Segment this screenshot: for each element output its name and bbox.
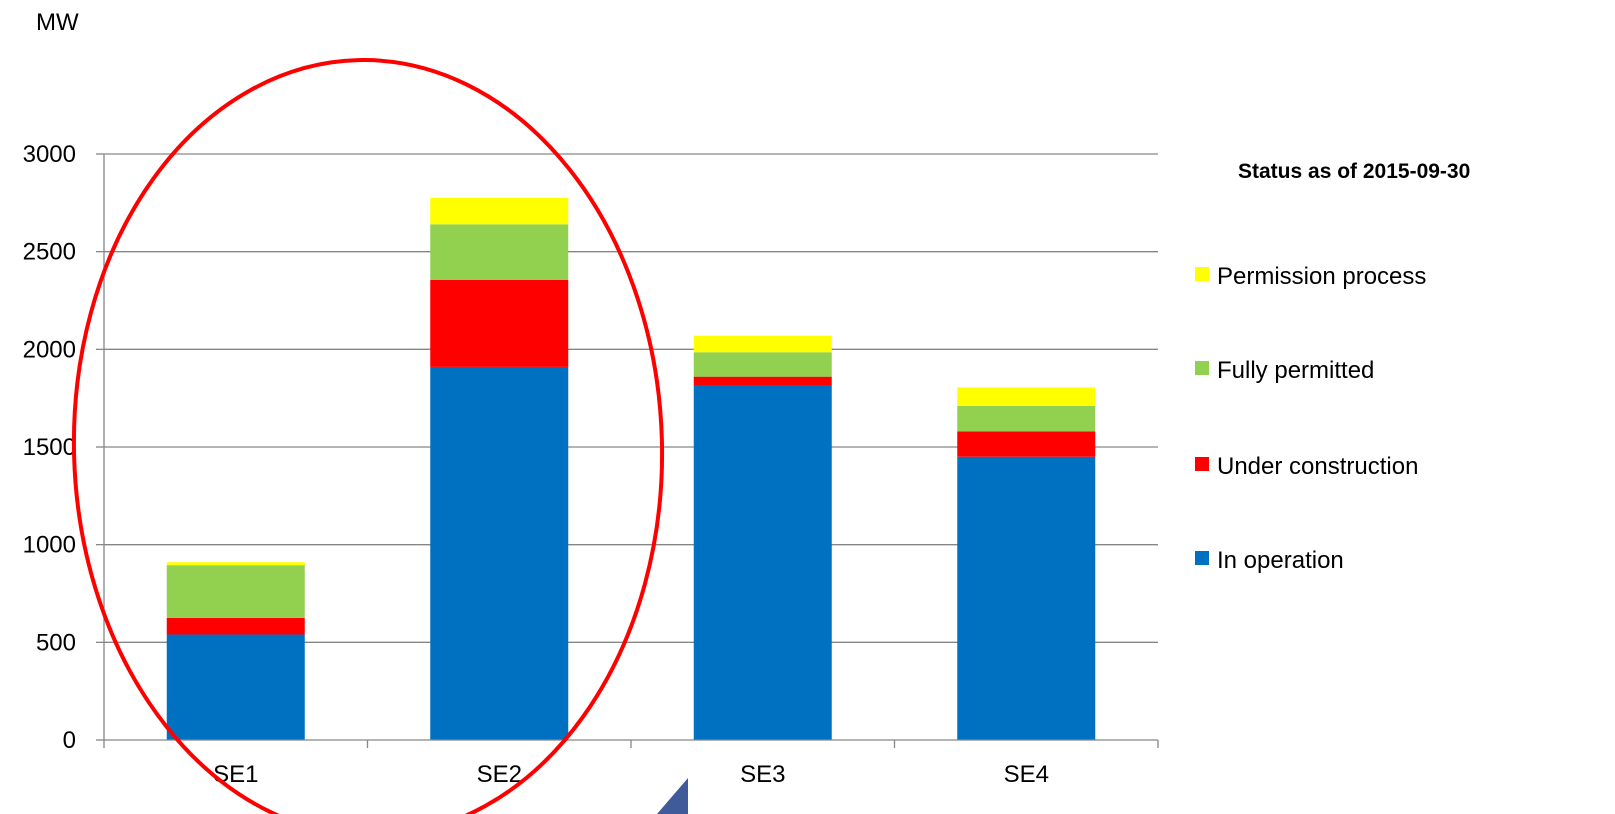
legend-label: Permission process <box>1217 263 1426 290</box>
axes <box>96 153 1159 748</box>
y-tick-label: 500 <box>36 629 76 656</box>
legend-swatch <box>1195 361 1209 375</box>
y-tick-label: 1000 <box>23 532 76 559</box>
bar-se4-permission-process <box>957 387 1096 406</box>
bar-se1-under-construction <box>166 617 305 635</box>
bar-se4-under-construction <box>957 431 1096 457</box>
annotations <box>71 58 688 814</box>
bar-se2-fully-permitted <box>430 224 569 280</box>
y-tick-label: 2000 <box>23 336 76 363</box>
bars <box>166 197 1096 740</box>
bar-se1-in-operation <box>166 634 305 740</box>
x-tick-label: SE4 <box>1004 761 1049 788</box>
x-tick-label: SE3 <box>740 761 785 788</box>
pointer-shape <box>657 778 688 814</box>
bar-se2-permission-process <box>430 197 569 225</box>
bar-se3-under-construction <box>693 376 832 386</box>
bar-se4-in-operation <box>957 456 1096 740</box>
bar-se3-permission-process <box>693 335 832 353</box>
y-axis-unit-label: MW <box>36 9 79 36</box>
x-tick-labels: SE1 SE2 SE3 SE4 <box>213 761 1049 788</box>
bar-se1-fully-permitted <box>166 565 305 618</box>
bar-se2-under-construction <box>430 279 569 367</box>
legend-swatch <box>1195 267 1209 281</box>
y-tick-label: 1500 <box>23 434 76 461</box>
bar-se4-fully-permitted <box>957 405 1096 432</box>
legend-swatch <box>1195 551 1209 565</box>
highlight-ellipse <box>71 58 665 814</box>
legend-label: Under construction <box>1217 453 1418 480</box>
y-tick-label: 2500 <box>23 239 76 266</box>
y-tick-labels: 0 500 1000 1500 2000 2500 3000 <box>23 141 76 754</box>
x-tick-label: SE2 <box>477 761 522 788</box>
bar-se1-permission-process <box>166 562 305 566</box>
y-tick-label: 0 <box>63 727 76 754</box>
bar-se3-in-operation <box>693 385 832 740</box>
x-tick-label: SE1 <box>213 761 258 788</box>
legend-label: In operation <box>1217 547 1344 574</box>
legend-title: Status as of 2015-09-30 <box>1238 160 1470 183</box>
bar-se3-fully-permitted <box>693 352 832 377</box>
legend-swatch <box>1195 457 1209 471</box>
legend: Permission process Fully permitted Under c… <box>1195 263 1426 574</box>
legend-label: Fully permitted <box>1217 357 1374 384</box>
y-tick-label: 3000 <box>23 141 76 168</box>
bar-se2-in-operation <box>430 366 569 740</box>
